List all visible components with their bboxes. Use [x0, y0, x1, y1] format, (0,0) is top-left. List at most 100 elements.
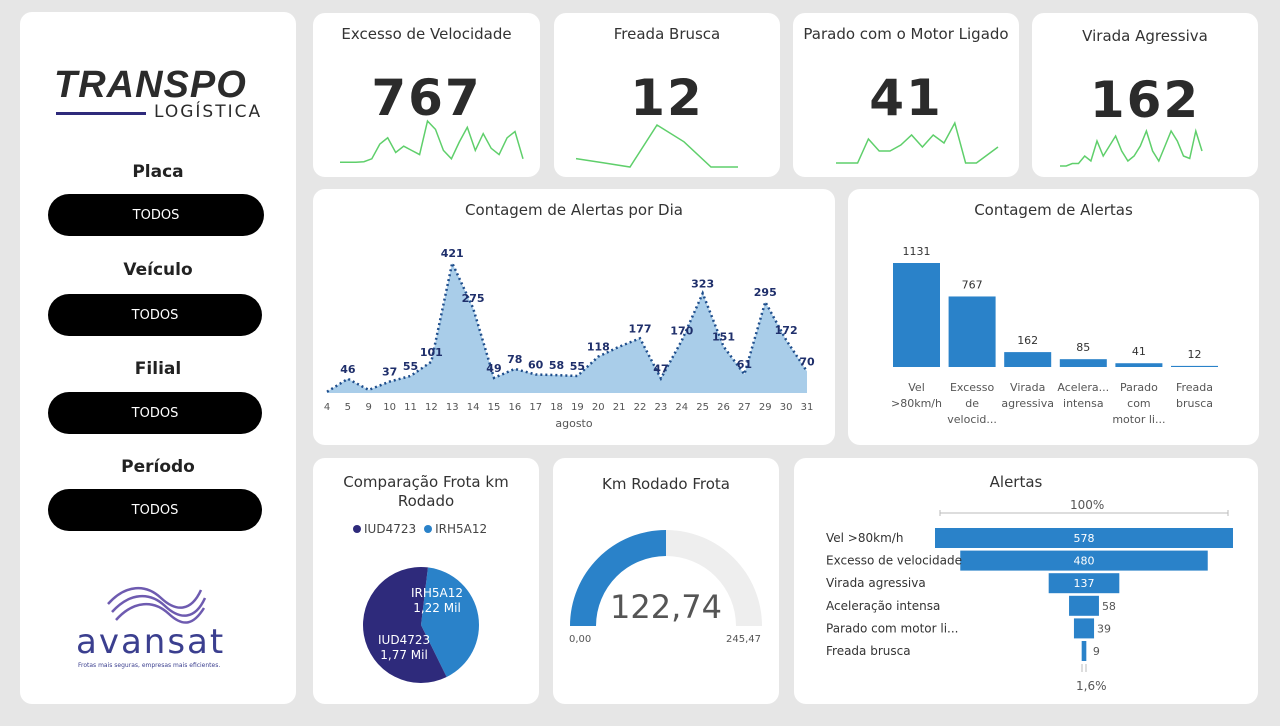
comparison-pie-chart: [363, 567, 479, 683]
funnel-bar: [935, 528, 1233, 548]
pie-slice-iud4723: [363, 567, 447, 683]
transpo-logo: TRANSPO LOGÍSTICA: [54, 64, 264, 128]
data-label: 177: [629, 322, 652, 335]
x-tick-label: 22: [634, 402, 647, 413]
bar-value-label: 12: [1188, 348, 1202, 361]
data-label: 70: [799, 355, 815, 368]
filter-filial-dropdown[interactable]: TODOS: [48, 392, 262, 434]
x-tick-label: 10: [383, 402, 396, 413]
x-tick-label: 29: [759, 402, 772, 413]
data-label: 170: [670, 325, 693, 338]
funnel-top-label: 100%: [1070, 498, 1105, 512]
x-tick-label: de: [965, 397, 979, 410]
x-tick-label: Excesso: [950, 381, 995, 394]
x-tick-label: agressiva: [1001, 397, 1054, 410]
pie-slice-irh5a12: [421, 567, 479, 678]
x-tick-label: motor li...: [1112, 413, 1165, 426]
funnel-title: Alertas: [989, 473, 1043, 491]
gauge-title: Km Rodado Frota: [602, 475, 730, 493]
filter-placa-dropdown[interactable]: TODOS: [48, 194, 264, 236]
data-label: 47: [653, 362, 668, 375]
x-tick-label: 13: [446, 402, 459, 413]
x-tick-label: com: [1127, 397, 1151, 410]
filter-label-filial: Filial: [134, 359, 182, 379]
x-tick-label: intensa: [1063, 397, 1104, 410]
funnel-category-label: Excesso de velocidade: [826, 554, 962, 568]
data-label: 295: [754, 286, 777, 299]
data-label: 55: [403, 360, 418, 373]
data-label: 275: [462, 292, 485, 305]
x-tick-label: 27: [738, 402, 751, 413]
legend-dot-icon: [353, 525, 361, 533]
category-alerts-chart: 1131 Vel >80km/h 767 Excesso de velocid... 162 V…: [891, 245, 1218, 426]
funnel-value-label: 39: [1097, 622, 1111, 635]
bar: [893, 263, 940, 367]
data-label: 46: [340, 363, 356, 376]
data-label: 61: [737, 358, 752, 371]
pie-label-irh5a12: IRH5A12 1,22 Mil: [411, 586, 463, 616]
funnel-bar: [1069, 595, 1099, 616]
filter-veiculo-dropdown[interactable]: TODOS: [48, 294, 262, 336]
data-label: 151: [712, 330, 735, 343]
sparkline-series: [1060, 128, 1203, 167]
kpi-title: Virada Agressiva: [1082, 27, 1208, 45]
x-tick-label: 17: [529, 402, 542, 413]
bar-value-label: 1131: [903, 245, 931, 258]
legend-item-iud4723: IUD4723: [353, 522, 416, 536]
daily-chart-xlabel: agosto: [555, 417, 593, 430]
kpi-card-freada: Freada Brusca 12: [554, 13, 780, 177]
x-tick-label: 25: [696, 402, 709, 413]
km-gauge: [570, 530, 762, 626]
kpi-title: Freada Brusca: [613, 25, 721, 43]
funnel-value-label: 137: [1074, 577, 1095, 590]
kpi-value: 767: [371, 69, 482, 127]
x-tick-label: 20: [592, 402, 605, 413]
x-tick-label: brusca: [1176, 397, 1213, 410]
legend-label: IUD4723: [364, 522, 417, 536]
funnel-value-label: 480: [1074, 555, 1095, 568]
funnel-bottom-label: 1,6%: [1076, 679, 1107, 693]
gauge-min: 0,00: [569, 634, 592, 645]
avansat-logo: avansat Frotas mais seguras, empresas ma…: [76, 584, 256, 674]
x-tick-label: 11: [404, 402, 417, 413]
x-tick-label: 15: [488, 402, 501, 413]
legend-dot-icon: [424, 525, 433, 533]
sparkline-series: [575, 123, 738, 168]
funnel-category-label: Parado com motor li...: [826, 621, 959, 635]
kpi-title: Parado com o Motor Ligado: [803, 25, 1009, 43]
slice-value: 1,77 Mil: [380, 648, 428, 662]
kpi-sparkline: [575, 123, 738, 168]
sparkline-series: [340, 119, 524, 163]
gauge-max: 245,47: [726, 634, 761, 645]
gauge-value: 122,74: [610, 588, 722, 626]
brand-name: TRANSPO: [54, 64, 247, 106]
x-tick-label: Freada: [1176, 381, 1213, 394]
funnel-card: Alertas 578 Vel >80km/h 480 Excesso de velo…: [794, 458, 1258, 704]
filter-label-periodo: Período: [121, 457, 195, 477]
partner-tagline: Frotas mais seguras, empresas mais efici…: [78, 662, 221, 669]
data-label: 118: [587, 341, 610, 354]
kpi-value: 162: [1089, 71, 1201, 129]
funnel-bar: [960, 550, 1208, 571]
slice-value: 1,22 Mil: [413, 601, 461, 615]
x-tick-label: Acelera...: [1057, 381, 1109, 394]
x-tick-label: 23: [655, 402, 668, 413]
x-tick-label: >80km/h: [891, 397, 942, 410]
x-tick-label: 31: [801, 402, 814, 413]
x-tick-label: 5: [345, 402, 351, 413]
data-label: 172: [775, 324, 798, 337]
daily-line: [326, 259, 809, 393]
legend-label: IRH5A12: [435, 522, 488, 536]
filter-label-veiculo: Veículo: [123, 260, 193, 280]
funnel-bar: [1073, 618, 1095, 639]
category-alerts-card: Contagem de Alertas 1131 Vel >80km/h 767 Exc…: [848, 189, 1259, 445]
data-label: 421: [441, 247, 464, 260]
x-tick-label: 26: [717, 402, 730, 413]
x-tick-label: Parado: [1120, 381, 1158, 394]
x-tick-label: 16: [508, 402, 521, 413]
alerts-funnel-chart: 578 Vel >80km/h 480 Excesso de velocidade 13…: [826, 510, 1233, 672]
data-label: 101: [420, 346, 443, 359]
filter-periodo-dropdown[interactable]: TODOS: [48, 489, 262, 531]
x-tick-label: 12: [425, 402, 438, 413]
